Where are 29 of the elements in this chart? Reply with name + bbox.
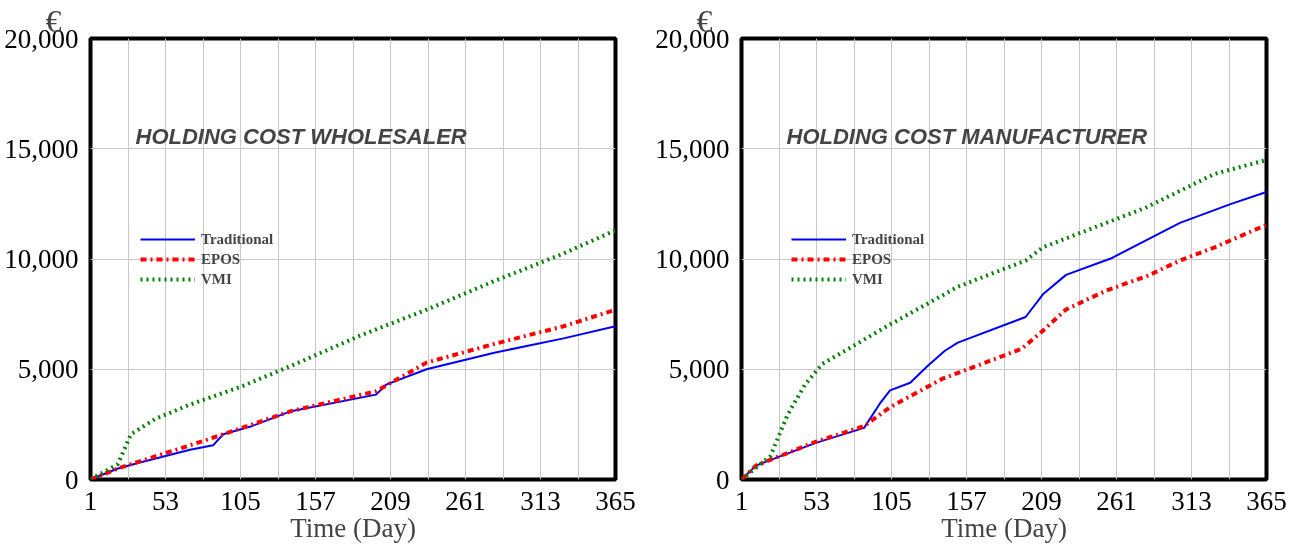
x-tick-label: 105: [871, 485, 912, 516]
y-tick-label: 0: [716, 464, 730, 495]
text: HOLDING COST MANUFACTURER: [786, 123, 1148, 149]
text: HOLDING COST WHOLESALER: [135, 123, 467, 149]
y-tick-label: 15,000: [655, 133, 730, 164]
y-tick-label: 0: [65, 464, 79, 495]
y-tick-label: 10,000: [4, 244, 79, 274]
x-tick-label: 313: [1171, 485, 1212, 516]
legend-label: VMI: [201, 270, 232, 288]
x-tick-label: 365: [595, 485, 636, 516]
x-tick-label: 261: [1096, 485, 1137, 516]
y-tick-label: 5,000: [668, 354, 730, 385]
y-tick-label: 15,000: [4, 133, 79, 164]
legend-label: Traditional: [852, 230, 925, 248]
x-tick-label: 261: [445, 485, 486, 516]
legend-label: EPOS: [201, 250, 241, 268]
legend-label: EPOS: [852, 250, 892, 268]
x-tick-label: 1: [83, 485, 98, 516]
y-tick-label: 5,000: [17, 354, 79, 385]
legend-label: Traditional: [201, 230, 274, 248]
x-tick-label: 105: [220, 485, 261, 516]
x-tick-label: 53: [152, 485, 179, 516]
legend-label: VMI: [852, 270, 883, 288]
y-tick-label: 10,000: [655, 244, 730, 274]
x-tick-label: 313: [520, 485, 561, 516]
x-tick-label: 365: [1246, 485, 1287, 516]
line-series: [90, 228, 616, 480]
x-tick-label: 53: [803, 485, 830, 516]
x-tick-label: 1: [734, 485, 749, 516]
